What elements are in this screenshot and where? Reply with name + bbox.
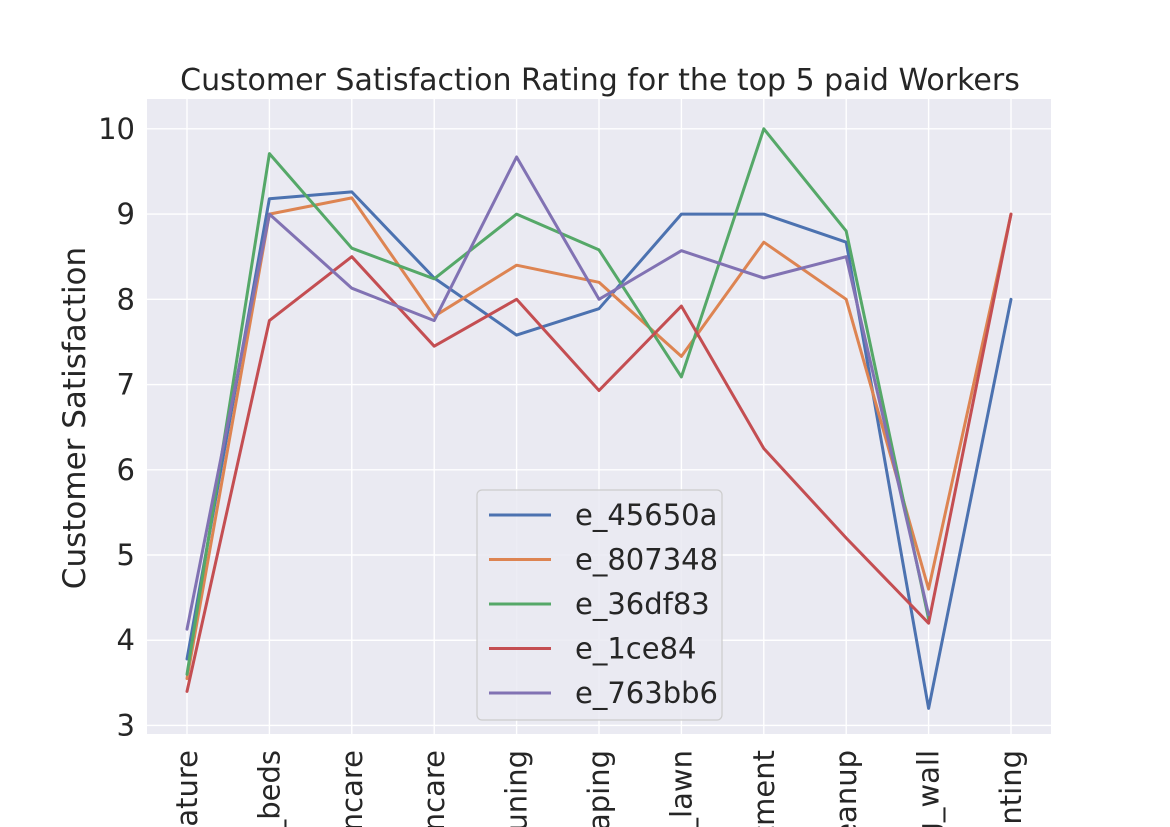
- x-tick-label: _beds: [252, 750, 286, 827]
- legend-label: e_763bb6: [575, 676, 718, 710]
- x-tick-label: ncare: [417, 750, 451, 827]
- x-tick-label: anting: [994, 750, 1028, 827]
- y-tick-label: 4: [117, 623, 135, 657]
- y-tick-label: 10: [98, 112, 135, 146]
- x-tick-label: runing: [500, 750, 534, 827]
- y-tick-label: 7: [117, 368, 135, 402]
- series-lines: [185, 127, 1013, 710]
- x-tick-label: g_wall: [912, 750, 946, 827]
- series-line-e_763bb6: [185, 155, 931, 631]
- series-line-e_807348: [185, 196, 1013, 681]
- x-tick-label: aping: [582, 750, 616, 827]
- chart-title: Customer Satisfaction Rating for the top…: [180, 63, 1020, 98]
- legend-label: e_1ce84: [575, 632, 696, 666]
- x-tick-label: _lawn: [664, 750, 698, 827]
- x-tick-label: tment: [747, 750, 781, 827]
- y-tick-label: 8: [117, 282, 135, 316]
- legend-label: e_45650a: [575, 498, 717, 532]
- legend-label: e_36df83: [575, 587, 710, 621]
- y-tick-label: 9: [117, 197, 135, 231]
- y-tick-label: 5: [117, 538, 135, 572]
- legend: e_45650a e_807348 e_36df83 e_1ce84 e_763bb6: [476, 489, 723, 721]
- legend-label: e_807348: [575, 543, 718, 577]
- y-tick-labels: 3 4 5 6 7 8 9 10: [98, 112, 135, 743]
- x-gridlines: [186, 99, 1012, 734]
- legend-box: [476, 489, 723, 721]
- x-tick-labels: eature _beds ncare ncare runing aping _lawn tme…: [170, 750, 1028, 827]
- series-line-e_1ce84: [185, 212, 1013, 693]
- x-tick-label: eature: [170, 750, 204, 827]
- x-tick-label: eanup: [829, 750, 863, 827]
- y-axis-label: Customer Satisfaction: [57, 247, 93, 589]
- y-tick-label: 3: [117, 708, 135, 742]
- y-tick-label: 6: [117, 453, 135, 487]
- x-tick-label: ncare: [335, 750, 369, 827]
- series-line-e_36df83: [185, 127, 931, 676]
